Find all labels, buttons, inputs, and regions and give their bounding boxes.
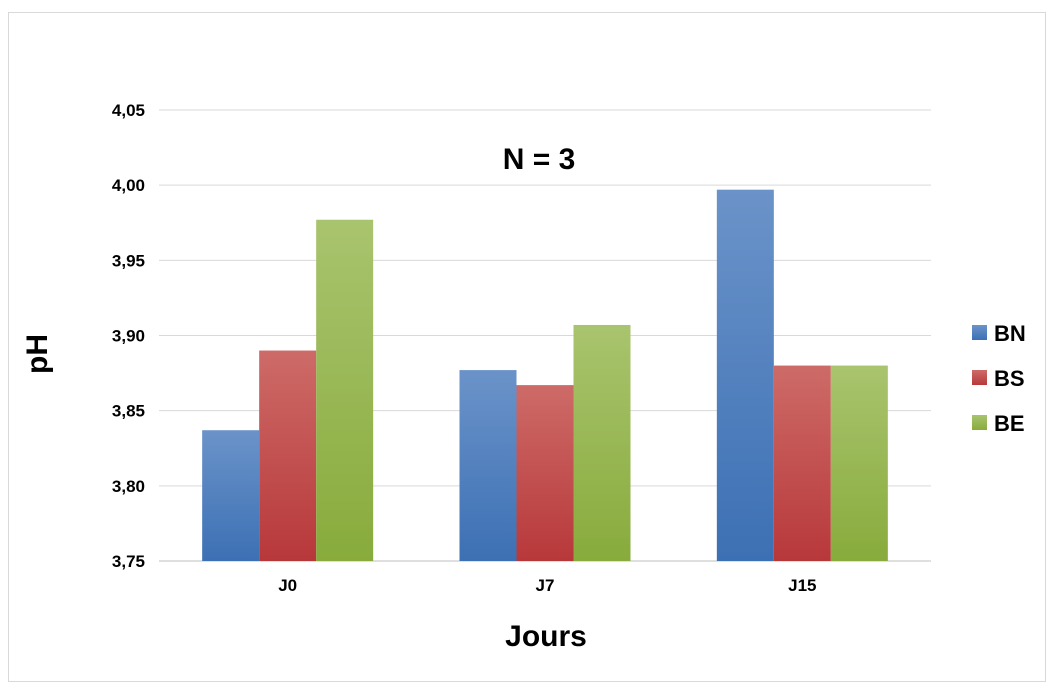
bar-bn-j7 xyxy=(459,370,517,561)
chart-area: 3,75 3,80 3,85 3,90 3,95 4,00 4,05 J0 J7 J15 N =… xyxy=(8,12,1046,682)
x-tick-label: J15 xyxy=(788,576,816,595)
legend-swatch-be xyxy=(972,415,987,430)
chart-svg: 3,75 3,80 3,85 3,90 3,95 4,00 4,05 J0 J7 J15 N =… xyxy=(21,101,1026,653)
y-axis-title: pH xyxy=(21,334,54,374)
legend: BN BS BE xyxy=(972,321,1026,436)
x-axis-title: Jours xyxy=(505,620,587,653)
y-tick-label: 3,80 xyxy=(112,477,145,496)
bar-bn-j0 xyxy=(202,430,260,561)
bar-bn-j15 xyxy=(716,189,774,561)
legend-label-bs: BS xyxy=(994,366,1025,391)
bar-be-j15 xyxy=(830,365,888,561)
legend-label-be: BE xyxy=(994,411,1025,436)
legend-swatch-bs xyxy=(972,370,987,385)
y-tick-label: 4,00 xyxy=(112,176,145,195)
bar-be-j7 xyxy=(573,324,631,561)
y-tick-label: 3,75 xyxy=(112,552,145,571)
x-tick-labels: J0 J7 J15 xyxy=(278,576,816,595)
bar-bs-j7 xyxy=(516,385,574,561)
y-tick-label: 4,05 xyxy=(112,101,145,120)
y-tick-label: 3,95 xyxy=(112,251,145,270)
legend-swatch-bn xyxy=(972,325,987,340)
bars xyxy=(202,189,888,561)
sample-size-annotation: N = 3 xyxy=(503,143,576,176)
y-tick-label: 3,85 xyxy=(112,402,145,421)
x-tick-label: J7 xyxy=(536,576,555,595)
y-tick-label: 3,90 xyxy=(112,327,145,346)
y-tick-labels: 3,75 3,80 3,85 3,90 3,95 4,00 4,05 xyxy=(112,101,145,571)
bar-bs-j15 xyxy=(773,365,831,561)
bar-bs-j0 xyxy=(259,350,317,561)
bar-be-j0 xyxy=(316,219,374,561)
x-tick-label: J0 xyxy=(278,576,297,595)
legend-label-bn: BN xyxy=(994,321,1026,346)
